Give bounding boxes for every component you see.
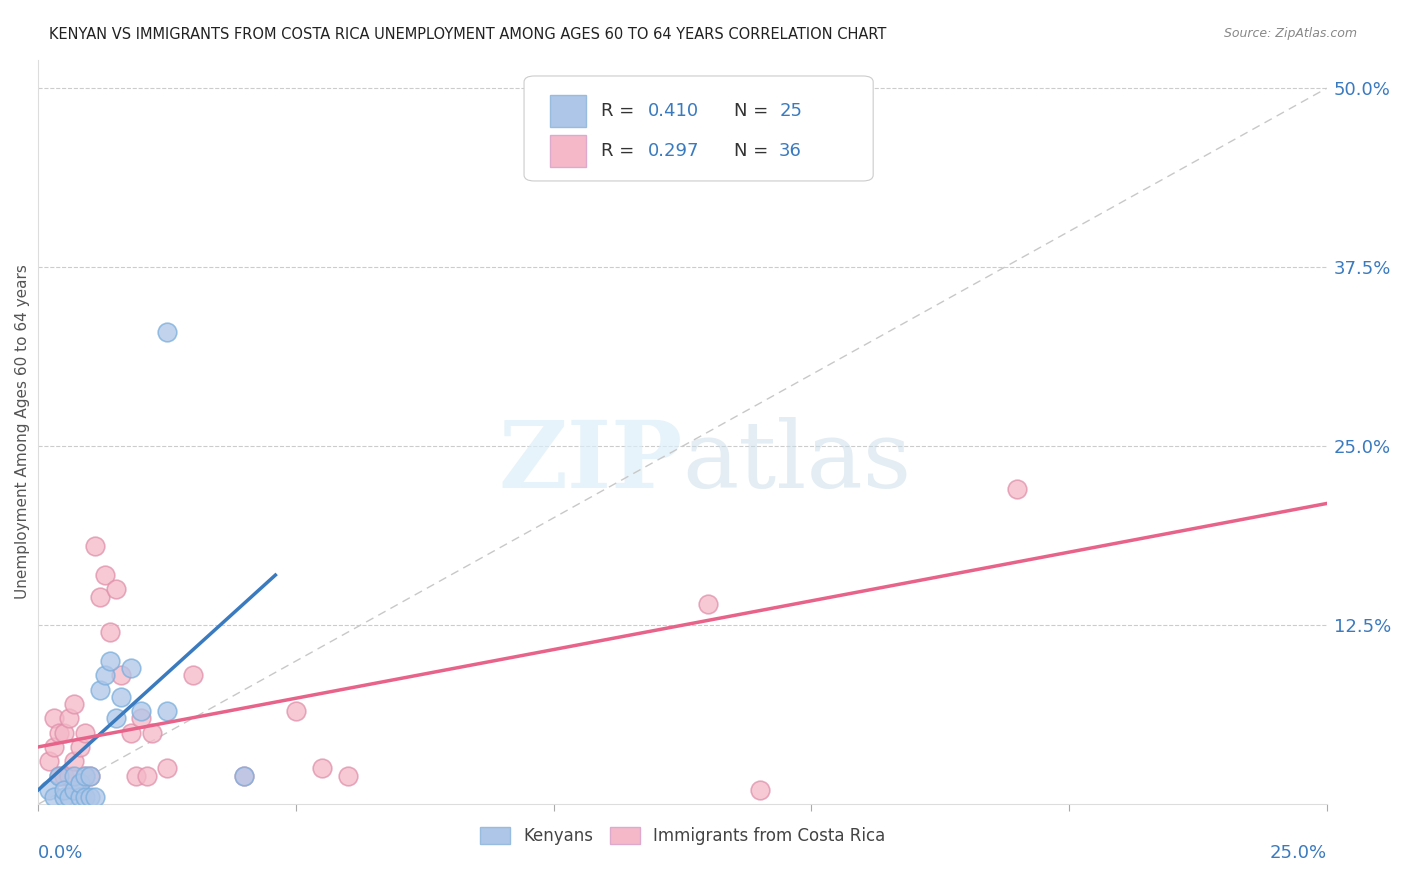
Point	[38, 782, 60, 797]
Text: ZIP: ZIP	[498, 417, 682, 507]
Point	[104, 582, 127, 597]
Point	[53, 782, 76, 797]
Point	[73, 768, 96, 782]
Point	[100, 654, 122, 668]
Point	[233, 768, 256, 782]
Point	[48, 768, 70, 782]
Point	[156, 704, 179, 718]
Point	[94, 668, 117, 682]
Point	[120, 661, 142, 675]
Point	[69, 739, 91, 754]
Point	[58, 711, 80, 725]
Point	[69, 775, 91, 789]
Point	[53, 725, 76, 739]
Point	[84, 790, 107, 805]
Bar	[550, 95, 586, 127]
Point	[131, 704, 153, 718]
Point	[110, 668, 132, 682]
Text: 0.0%: 0.0%	[38, 844, 84, 863]
Point	[141, 725, 163, 739]
Point	[79, 768, 101, 782]
Point	[131, 711, 153, 725]
Text: 25: 25	[779, 102, 803, 120]
Text: KENYAN VS IMMIGRANTS FROM COSTA RICA UNEMPLOYMENT AMONG AGES 60 TO 64 YEARS CORR: KENYAN VS IMMIGRANTS FROM COSTA RICA UNE…	[49, 27, 887, 42]
Text: 0.410: 0.410	[648, 102, 699, 120]
Point	[42, 790, 65, 805]
Text: R =: R =	[602, 102, 640, 120]
Point	[42, 711, 65, 725]
Point	[156, 761, 179, 775]
FancyBboxPatch shape	[524, 76, 873, 181]
Point	[311, 761, 333, 775]
Point	[1007, 482, 1029, 496]
Point	[69, 790, 91, 805]
Point	[233, 768, 256, 782]
Point	[42, 739, 65, 754]
Point	[48, 768, 70, 782]
Point	[89, 590, 111, 604]
Text: 36: 36	[779, 142, 801, 160]
Point	[285, 704, 308, 718]
Point	[79, 768, 101, 782]
Point	[125, 768, 148, 782]
Point	[58, 768, 80, 782]
Y-axis label: Unemployment Among Ages 60 to 64 years: Unemployment Among Ages 60 to 64 years	[15, 264, 30, 599]
Point	[53, 790, 76, 805]
Point	[73, 790, 96, 805]
Point	[79, 790, 101, 805]
Legend: Kenyans, Immigrants from Costa Rica: Kenyans, Immigrants from Costa Rica	[472, 820, 891, 852]
Point	[84, 540, 107, 554]
Point	[94, 568, 117, 582]
Point	[48, 725, 70, 739]
Text: 0.297: 0.297	[648, 142, 699, 160]
Point	[89, 682, 111, 697]
Point	[697, 597, 720, 611]
Point	[63, 754, 86, 768]
Point	[73, 768, 96, 782]
Point	[58, 790, 80, 805]
Bar	[550, 136, 586, 167]
Point	[336, 768, 359, 782]
Point	[100, 625, 122, 640]
Point	[63, 768, 86, 782]
Text: N =: N =	[734, 142, 775, 160]
Point	[181, 668, 204, 682]
Point	[73, 725, 96, 739]
Text: atlas: atlas	[682, 417, 911, 507]
Point	[104, 711, 127, 725]
Text: N =: N =	[734, 102, 775, 120]
Point	[156, 325, 179, 339]
Text: 25.0%: 25.0%	[1270, 844, 1327, 863]
Point	[748, 782, 770, 797]
Point	[69, 775, 91, 789]
Point	[63, 782, 86, 797]
Point	[38, 754, 60, 768]
Point	[110, 690, 132, 704]
Text: R =: R =	[602, 142, 640, 160]
Point	[63, 697, 86, 711]
Point	[53, 768, 76, 782]
Point	[135, 768, 157, 782]
Text: Source: ZipAtlas.com: Source: ZipAtlas.com	[1223, 27, 1357, 40]
Point	[120, 725, 142, 739]
